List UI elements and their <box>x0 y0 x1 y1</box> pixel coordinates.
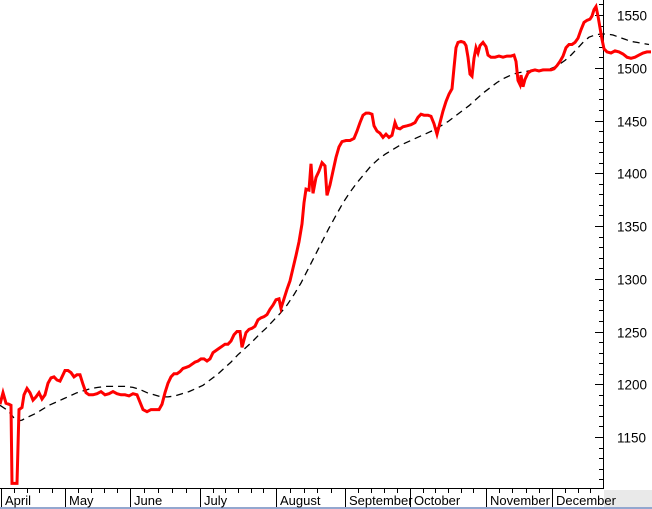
month-label: June <box>134 493 162 508</box>
month-label: May <box>69 493 94 508</box>
price-line <box>0 2 651 485</box>
moving-average-line <box>0 33 650 422</box>
month-label: July <box>204 493 228 508</box>
y-tick-label: 1500 <box>617 62 647 77</box>
month-label: December <box>556 493 617 508</box>
y-tick-label: 1150 <box>617 431 646 446</box>
y-tick-label: 1200 <box>617 378 647 393</box>
month-label: April <box>5 493 31 508</box>
y-tick-label: 1300 <box>617 273 647 288</box>
window-bottom-edge <box>0 507 652 509</box>
month-label: September <box>349 493 413 508</box>
y-tick-label: 1400 <box>617 167 647 182</box>
labels-layer: April May June July August September October No… <box>5 9 647 509</box>
y-tick-label: 1350 <box>617 220 647 235</box>
y-tick-label: 1250 <box>617 326 647 341</box>
axis-corner-box <box>604 490 652 509</box>
month-label: November <box>490 493 551 508</box>
y-tick-label: 1550 <box>617 9 647 24</box>
month-label: August <box>280 493 321 508</box>
series-layer <box>0 2 651 485</box>
month-label: October <box>414 493 461 508</box>
y-tick-label: 1450 <box>617 115 647 130</box>
